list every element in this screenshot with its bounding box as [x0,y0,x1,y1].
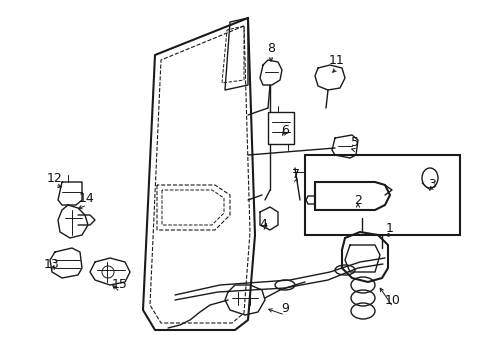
Text: 15: 15 [112,279,128,292]
Text: 12: 12 [47,171,63,184]
Text: 9: 9 [281,302,289,315]
Text: 10: 10 [385,293,401,306]
Text: 13: 13 [44,258,60,271]
Text: 6: 6 [281,123,289,136]
Text: 7: 7 [292,168,300,181]
Text: 3: 3 [428,179,436,192]
Bar [305,155,460,235]
Text: 11: 11 [329,54,345,67]
Text: 4: 4 [259,219,267,231]
Text: 1: 1 [386,221,394,234]
Bar [268,112,294,144]
Text: 2: 2 [354,194,362,207]
Text: 14: 14 [79,192,95,204]
Text: 5: 5 [351,136,359,149]
Text: 8: 8 [267,41,275,54]
